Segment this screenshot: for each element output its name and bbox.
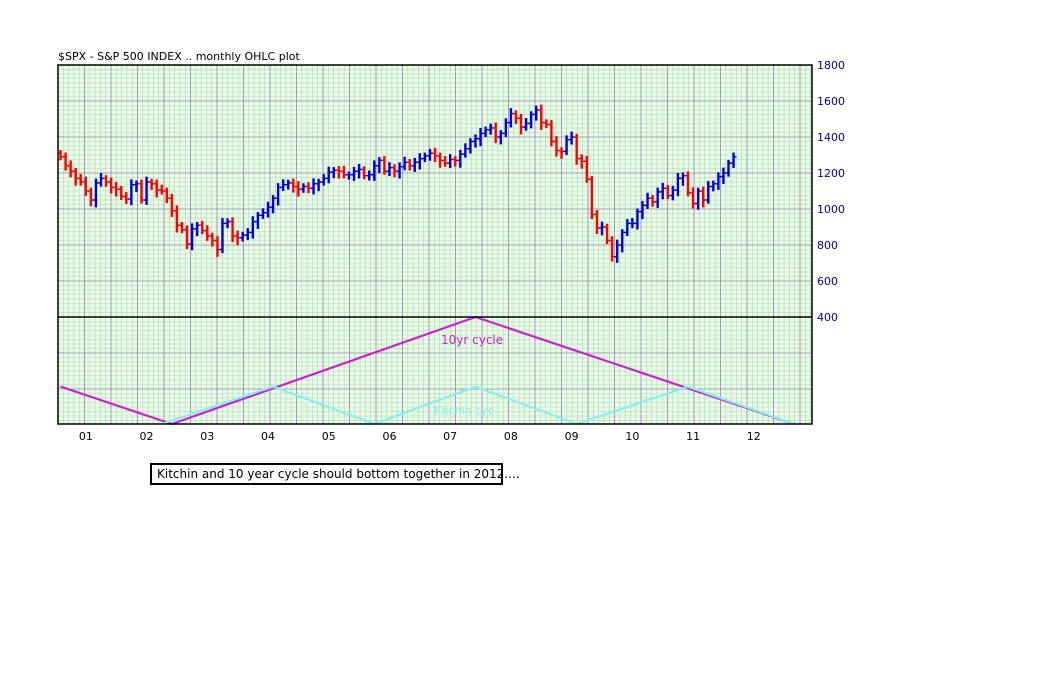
y-tick-label: 1400 — [817, 131, 845, 144]
x-tick-label: 02 — [140, 430, 154, 443]
x-tick-label: 12 — [747, 430, 761, 443]
y-tick-label: 1200 — [817, 167, 845, 180]
x-tick-label: 04 — [261, 430, 275, 443]
ohlc-bars — [57, 104, 737, 263]
cycle-lines — [60, 315, 795, 426]
y-tick-label: 1600 — [817, 95, 845, 108]
grid — [57, 64, 812, 424]
cycle-line-kitchin-cyc — [161, 385, 795, 426]
note-box: Kitchin and 10 year cycle should bottom … — [150, 463, 520, 485]
plot-frame — [57, 64, 813, 425]
x-tick-label: 09 — [565, 430, 579, 443]
x-tick-label: 08 — [504, 430, 518, 443]
plot-border — [57, 64, 813, 425]
ohlc-bar — [730, 152, 737, 168]
x-tick-label: 05 — [322, 430, 336, 443]
cycle-line-10yr-cycle — [60, 315, 795, 426]
x-tick-labels: 01 02 03 04 05 06 07 08 09 10 11 12 — [79, 430, 761, 443]
y-tick-label: 600 — [817, 275, 838, 288]
x-tick-label: 06 — [382, 430, 396, 443]
annotation-10yr-cycle: 10yr cycle — [441, 333, 503, 347]
plot-background — [58, 65, 812, 424]
x-tick-label: 03 — [200, 430, 214, 443]
chart-title: $SPX - S&P 500 INDEX .. monthly OHLC plo… — [58, 50, 300, 63]
x-tick-label: 11 — [686, 430, 700, 443]
y-tick-labels: 1800 1600 1400 1200 1000 800 600 400 — [817, 59, 845, 324]
y-tick-label: 1800 — [817, 59, 845, 72]
y-tick-label: 1000 — [817, 203, 845, 216]
x-tick-label: 10 — [625, 430, 639, 443]
x-tick-label: 07 — [443, 430, 457, 443]
note-text: Kitchin and 10 year cycle should bottom … — [157, 467, 520, 481]
y-tick-label: 800 — [817, 239, 838, 252]
cycle-annotations: 10yr cycle Kitchin cyc — [434, 333, 503, 417]
annotation-kitchin-cycle: Kitchin cyc — [434, 404, 494, 417]
y-tick-label: 400 — [817, 311, 838, 324]
x-tick-label: 01 — [79, 430, 93, 443]
